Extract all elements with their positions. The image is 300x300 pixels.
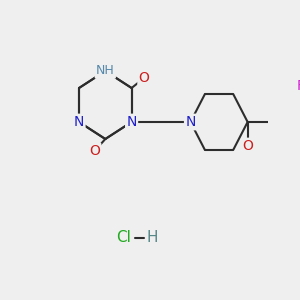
Text: N: N [74, 115, 84, 129]
Text: O: O [139, 71, 149, 85]
Text: O: O [242, 139, 253, 153]
Text: H: H [147, 230, 158, 245]
Text: NH: NH [96, 64, 115, 77]
Text: N: N [126, 115, 137, 129]
Text: N: N [185, 115, 196, 129]
Text: F: F [296, 80, 300, 94]
Text: O: O [89, 144, 100, 158]
Text: Cl: Cl [116, 230, 130, 245]
